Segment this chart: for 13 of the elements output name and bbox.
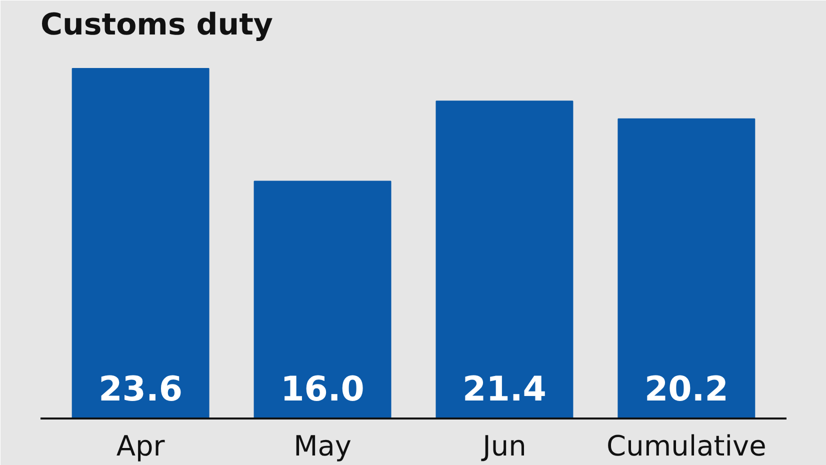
x-tick-label: May bbox=[294, 430, 352, 462]
bar bbox=[72, 68, 210, 418]
data-label: 23.6 bbox=[98, 370, 183, 410]
x-tick-label: Cumulative bbox=[606, 430, 766, 462]
x-tick-label: Jun bbox=[480, 430, 526, 462]
chart-title: Customs duty bbox=[40, 8, 274, 42]
data-label: 20.2 bbox=[644, 370, 728, 410]
bar bbox=[254, 180, 392, 418]
bar bbox=[436, 100, 574, 418]
data-label: 16.0 bbox=[280, 370, 364, 410]
bar bbox=[618, 118, 756, 418]
data-label: 21.4 bbox=[462, 370, 546, 410]
x-tick-label: Apr bbox=[116, 430, 166, 462]
